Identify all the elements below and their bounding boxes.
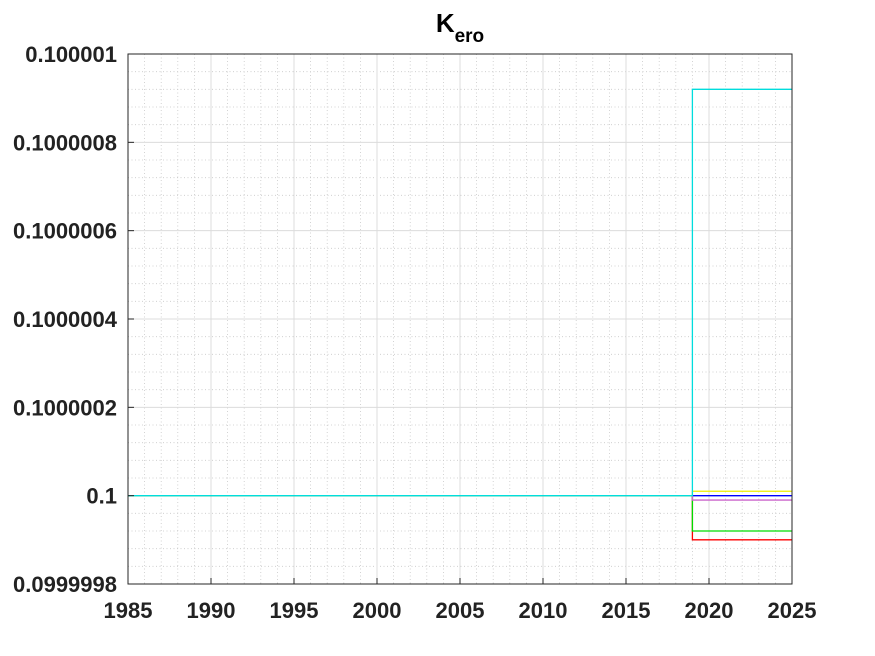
y-axis: 0.0999998 0.1 0.1000002 0.1000004 0.1000006 0… <box>13 42 134 597</box>
x-tick-label: 2010 <box>519 598 568 623</box>
y-tick-label: 0.1000004 <box>13 307 118 332</box>
x-axis: 1985 1990 1995 2000 2005 2010 2015 2020 2025 <box>104 578 817 623</box>
x-tick-label: 2005 <box>436 598 485 623</box>
y-tick-label: 0.100001 <box>25 42 117 67</box>
series-layer <box>128 88 792 541</box>
series-line-6 <box>128 88 792 497</box>
x-tick-label: 2020 <box>685 598 734 623</box>
x-tick-label: 2025 <box>768 598 817 623</box>
x-tick-label: 1990 <box>187 598 236 623</box>
y-tick-label: 0.1000002 <box>13 395 117 420</box>
y-tick-label: 0.1000006 <box>13 219 117 244</box>
chart-title-subscript: ero <box>455 26 485 47</box>
chart-title-main: K <box>436 8 455 38</box>
x-tick-label: 2000 <box>353 598 402 623</box>
y-tick-label: 0.0999998 <box>13 572 117 597</box>
x-tick-label: 1985 <box>104 598 153 623</box>
chart-title: Kero <box>436 8 484 47</box>
x-tick-label: 2015 <box>602 598 651 623</box>
y-tick-label: 0.1 <box>86 484 117 509</box>
x-tick-label: 1995 <box>270 598 319 623</box>
y-tick-label: 0.1000008 <box>13 130 117 155</box>
